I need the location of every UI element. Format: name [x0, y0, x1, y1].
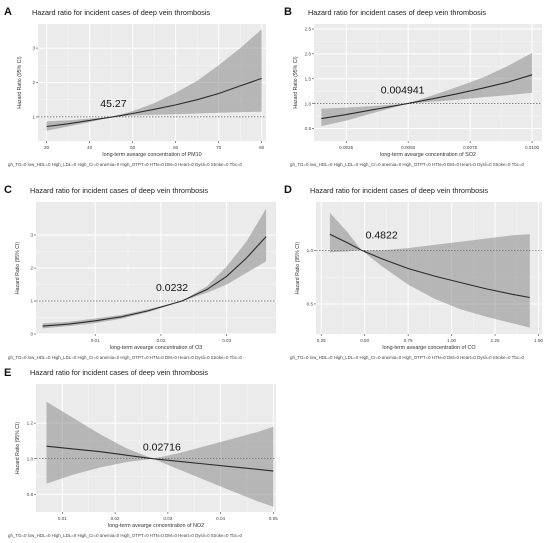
annotation-value: 45.27: [100, 98, 126, 110]
hazard-chart-d: Hazard ratio for incident cases of deep …: [290, 186, 543, 360]
y-tick-label: 1.5: [305, 76, 312, 81]
x-tick-label: 1.25: [491, 338, 500, 343]
confidence-band: [321, 52, 533, 127]
annotation-value: 0.004941: [381, 85, 425, 97]
confidence-band: [46, 29, 262, 131]
x-tick-label: 0.25: [317, 338, 326, 343]
panel-label-a: A: [4, 6, 12, 18]
y-tick-label: 1.0: [305, 101, 312, 106]
covariate-footnote: gh_TG=0 low_HDL=0 High_LDL=0 High_Cr=0 a…: [8, 355, 243, 360]
y-tick-label: 2.5: [305, 27, 312, 32]
x-axis-label: long-term avearge concentration of NO2: [108, 523, 204, 529]
y-axis-label: Hazard Ratio (95% CI): [15, 242, 21, 294]
x-tick-label: 0.03: [222, 338, 231, 343]
hazard-line: [321, 74, 533, 120]
y-axis-label: Hazard Ratio (95% CI): [17, 56, 23, 108]
x-tick-label: 80: [259, 145, 265, 150]
y-tick-label: 1.0: [27, 456, 34, 461]
confidence-band: [46, 401, 274, 507]
x-tick-label: 0.03: [163, 516, 172, 521]
x-tick-label: 0.02: [156, 338, 165, 343]
x-tick-label: 40: [87, 145, 93, 150]
y-tick-label: 2: [32, 80, 35, 85]
y-tick-label: 2: [30, 266, 33, 271]
y-axis-label: Hazard Ratio (95% CI): [15, 422, 21, 474]
y-tick-label: 0.5: [305, 126, 312, 131]
x-tick-label: 0.04: [216, 516, 225, 521]
covariate-footnote: gh_TG=0 low_HDL=0 High_LDL=0 High_Cr=0 a…: [8, 533, 243, 538]
x-tick-label: 0.0050: [401, 145, 415, 150]
y-tick-label: 0.5: [307, 302, 314, 307]
y-tick-label: 1.2: [27, 421, 34, 426]
x-tick-label: 1.50: [534, 338, 543, 343]
annotation-value: 0.02716: [143, 442, 181, 454]
x-tick-label: 0.01: [58, 516, 67, 521]
hazard-chart-e: Hazard ratio for incident cases of deep …: [8, 368, 278, 538]
y-tick-label: 1.0: [307, 248, 314, 253]
annotation-value: 0.4822: [366, 229, 398, 241]
x-tick-label: 70: [216, 145, 222, 150]
y-tick-label: 0: [30, 332, 33, 337]
covariate-footnote: gh_TG=0 low_HDL=0 High_LDL=0 High_Cr=0 a…: [290, 162, 525, 167]
confidence-band: [329, 212, 530, 328]
y-tick-label: 0.8: [27, 492, 34, 497]
panel-label-c: C: [4, 184, 12, 196]
x-tick-label: 50: [130, 145, 136, 150]
x-tick-label: 0.0025: [339, 145, 353, 150]
y-tick-label: 1: [30, 299, 33, 304]
annotation-value: 0.0232: [156, 282, 188, 294]
y-tick-label: 3: [30, 233, 33, 238]
covariate-footnote: gh_TG=0 low_HDL=0 High_LDL=0 High_Cr=0 a…: [290, 355, 525, 360]
x-tick-label: 30: [44, 145, 50, 150]
hazard-chart-b: Hazard ratio for incident cases of deep …: [290, 8, 542, 167]
x-tick-label: 0.02: [111, 516, 120, 521]
y-tick-label: 2.0: [305, 51, 312, 56]
x-axis-label: long-term avearge concentration of SO2: [380, 152, 476, 158]
hazard-line: [46, 77, 262, 128]
y-tick-label: 1: [32, 115, 35, 120]
x-tick-label: 0.0100: [525, 145, 539, 150]
hazard-chart-a: Hazard ratio for incident cases of deep …: [8, 8, 266, 167]
y-axis-label: Hazard Ratio (95% CI): [295, 242, 301, 294]
chart-title: Hazard ratio for incident cases of deep …: [308, 8, 486, 17]
hazard-line: [46, 445, 274, 472]
x-tick-label: 0.50: [360, 338, 369, 343]
x-tick-label: 1.00: [447, 338, 456, 343]
hazard-line: [329, 233, 530, 299]
hazard-chart-c: Hazard ratio for incident cases of deep …: [8, 186, 276, 360]
x-axis-label: long-term avearge concentration of CO: [382, 345, 475, 351]
x-tick-label: 60: [173, 145, 179, 150]
y-tick-label: 3: [32, 46, 35, 51]
x-axis-label: long-term avearge concentration of O3: [110, 345, 202, 351]
covariate-footnote: gh_TG=0 low_HDL=0 High_LDL=0 High_Cr=0 a…: [8, 162, 243, 167]
panel-label-d: D: [284, 184, 292, 196]
x-axis-label: long-term avearge concentration of PM10: [102, 152, 201, 158]
chart-title: Hazard ratio for incident cases of deep …: [32, 8, 210, 17]
panel-label-e: E: [4, 367, 12, 379]
x-tick-label: 0.01: [91, 338, 100, 343]
chart-title: Hazard ratio for incident cases of deep …: [30, 186, 208, 195]
panel-label-b: B: [284, 6, 292, 18]
hazard-line: [42, 236, 267, 327]
x-tick-label: 0.05: [269, 516, 278, 521]
chart-title: Hazard ratio for incident cases of deep …: [310, 186, 488, 195]
y-axis-label: Hazard Ratio (95% CI): [293, 56, 299, 108]
x-tick-label: 0.75: [404, 338, 413, 343]
x-tick-label: 0.0075: [463, 145, 477, 150]
chart-title: Hazard ratio for incident cases of deep …: [30, 368, 208, 377]
